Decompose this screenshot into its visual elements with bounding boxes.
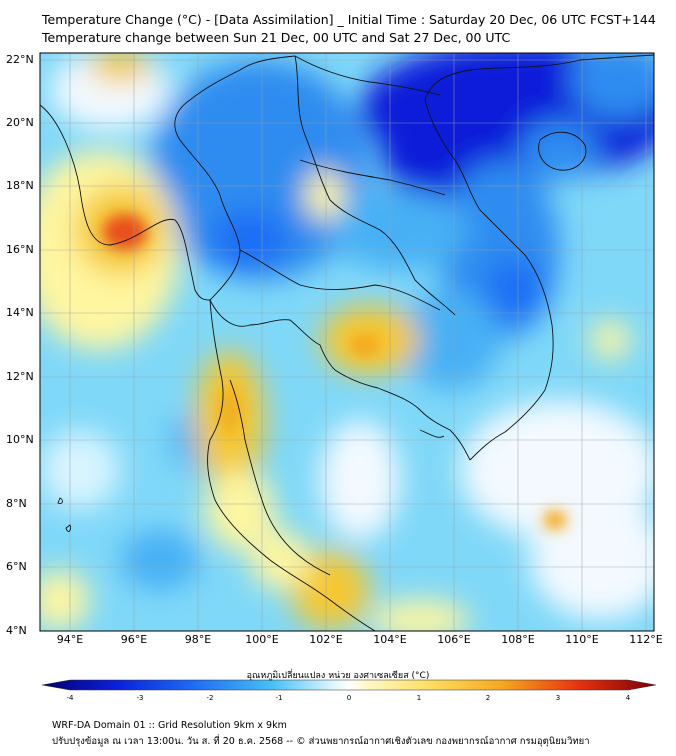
lat-label: 16°N bbox=[6, 243, 34, 256]
footer-credit: ปรับปรุงข้อมูล ณ เวลา 13:00น. วัน ส. ที่… bbox=[52, 736, 590, 747]
lon-label: 106°E bbox=[437, 633, 471, 646]
colorbar-tick: -2 bbox=[206, 694, 214, 702]
lon-label: 94°E bbox=[56, 633, 84, 646]
colorbar-tick: 3 bbox=[555, 694, 561, 702]
lon-label: 98°E bbox=[184, 633, 212, 646]
coastlines-and-borders bbox=[40, 54, 654, 631]
map-frame bbox=[39, 52, 655, 632]
colorbar-tick: 2 bbox=[485, 694, 491, 702]
lat-label: 4°N bbox=[6, 624, 27, 637]
footer-model-info: WRF-DA Domain 01 :: Grid Resolution 9km … bbox=[52, 720, 287, 731]
colorbar-tick: 4 bbox=[625, 694, 631, 702]
lon-label: 112°E bbox=[629, 633, 663, 646]
lon-label: 110°E bbox=[565, 633, 599, 646]
lon-label: 100°E bbox=[245, 633, 279, 646]
lat-label: 20°N bbox=[6, 116, 34, 129]
lat-label: 10°N bbox=[6, 433, 34, 446]
colorbar-tick: -1 bbox=[275, 694, 283, 702]
temperature-field bbox=[40, 53, 654, 631]
colorbar bbox=[41, 679, 657, 691]
lon-label: 102°E bbox=[309, 633, 343, 646]
lon-label: 108°E bbox=[501, 633, 535, 646]
lat-label: 22°N bbox=[6, 53, 34, 66]
lat-label: 12°N bbox=[6, 370, 34, 383]
colorbar-title: อุณหภูมิเปลี่ยนแปลง หน่วย องศาเซลเซียส (… bbox=[246, 671, 430, 681]
colorbar-tick: -3 bbox=[136, 694, 144, 702]
lat-label: 8°N bbox=[6, 497, 27, 510]
colorbar-tick: -4 bbox=[66, 694, 74, 702]
map-title: Temperature Change (°C) - [Data Assimila… bbox=[42, 12, 656, 27]
colorbar-tick: 1 bbox=[416, 694, 422, 702]
colorbar-tick: 0 bbox=[346, 694, 352, 702]
map-subtitle: Temperature change between Sun 21 Dec, 0… bbox=[42, 30, 511, 45]
colorbar-gradient bbox=[41, 679, 657, 691]
lon-label: 104°E bbox=[373, 633, 407, 646]
lat-label: 18°N bbox=[6, 179, 34, 192]
lon-label: 96°E bbox=[120, 633, 148, 646]
lat-label: 14°N bbox=[6, 306, 34, 319]
lat-label: 6°N bbox=[6, 560, 27, 573]
